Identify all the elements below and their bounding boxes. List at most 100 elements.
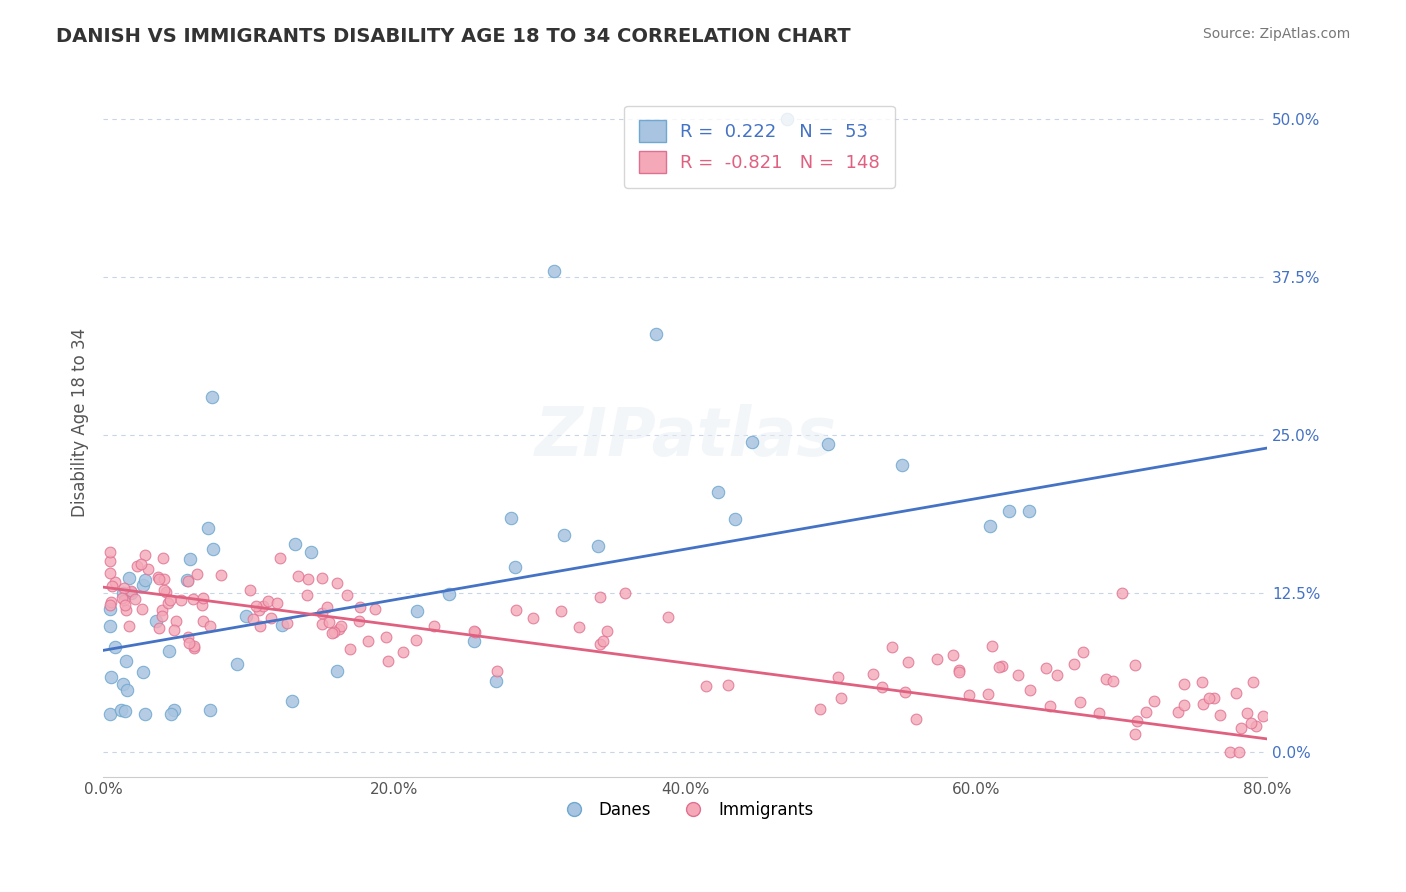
- Point: [808, 702, 831, 716]
- Point: [1039, 699, 1062, 714]
- Point: [335, 588, 357, 602]
- Point: [724, 511, 747, 525]
- Point: [1229, 745, 1251, 759]
- Point: [1018, 682, 1040, 697]
- Y-axis label: Disability Age 18 to 34: Disability Age 18 to 34: [72, 328, 89, 517]
- Text: ZIPatlas: ZIPatlas: [534, 404, 837, 470]
- Point: [645, 327, 668, 342]
- Point: [463, 624, 485, 638]
- Point: [252, 599, 274, 614]
- Point: [152, 582, 174, 597]
- Point: [326, 664, 349, 678]
- Point: [100, 598, 122, 612]
- Point: [100, 706, 122, 721]
- Point: [114, 598, 136, 612]
- Point: [120, 586, 142, 600]
- Point: [1095, 672, 1118, 686]
- Point: [897, 655, 920, 669]
- Point: [499, 510, 522, 524]
- Point: [1236, 706, 1258, 720]
- Point: [150, 603, 173, 617]
- Point: [374, 630, 396, 644]
- Point: [987, 660, 1010, 674]
- Point: [522, 611, 544, 625]
- Point: [349, 614, 371, 628]
- Point: [269, 551, 291, 566]
- Point: [165, 615, 187, 629]
- Point: [589, 637, 612, 651]
- Point: [145, 614, 167, 628]
- Point: [1123, 658, 1146, 673]
- Point: [948, 663, 970, 677]
- Point: [588, 540, 610, 554]
- Legend: Danes, Immigrants: Danes, Immigrants: [551, 794, 820, 825]
- Point: [150, 608, 173, 623]
- Point: [998, 504, 1021, 518]
- Point: [284, 537, 307, 551]
- Point: [588, 590, 610, 604]
- Point: [115, 654, 138, 668]
- Point: [830, 690, 852, 705]
- Point: [132, 578, 155, 592]
- Point: [1173, 698, 1195, 712]
- Point: [904, 712, 927, 726]
- Point: [170, 592, 193, 607]
- Point: [177, 630, 200, 644]
- Point: [976, 687, 998, 701]
- Point: [870, 680, 893, 694]
- Point: [553, 528, 575, 542]
- Point: [405, 633, 427, 648]
- Point: [101, 579, 124, 593]
- Point: [1209, 708, 1232, 723]
- Point: [1018, 504, 1040, 518]
- Point: [110, 703, 132, 717]
- Point: [321, 625, 343, 640]
- Point: [198, 703, 221, 717]
- Point: [1202, 691, 1225, 706]
- Point: [1101, 674, 1123, 689]
- Point: [1123, 727, 1146, 741]
- Point: [991, 658, 1014, 673]
- Point: [311, 571, 333, 585]
- Point: [100, 601, 122, 615]
- Point: [132, 665, 155, 679]
- Point: [942, 648, 965, 662]
- Point: [114, 704, 136, 718]
- Point: [1244, 718, 1267, 732]
- Point: [124, 592, 146, 607]
- Point: [377, 654, 399, 668]
- Point: [202, 542, 225, 557]
- Point: [118, 571, 141, 585]
- Point: [893, 685, 915, 699]
- Point: [115, 603, 138, 617]
- Point: [391, 645, 413, 659]
- Point: [191, 598, 214, 612]
- Point: [256, 594, 278, 608]
- Point: [439, 587, 461, 601]
- Point: [299, 545, 322, 559]
- Point: [503, 559, 526, 574]
- Point: [100, 595, 122, 609]
- Point: [193, 591, 215, 605]
- Point: [364, 602, 387, 616]
- Point: [111, 591, 134, 605]
- Point: [146, 569, 169, 583]
- Point: [193, 615, 215, 629]
- Point: [1135, 706, 1157, 720]
- Point: [817, 437, 839, 451]
- Point: [131, 558, 153, 572]
- Point: [311, 616, 333, 631]
- Point: [247, 602, 270, 616]
- Point: [1126, 714, 1149, 728]
- Point: [316, 599, 339, 614]
- Point: [281, 694, 304, 708]
- Point: [349, 600, 371, 615]
- Point: [543, 264, 565, 278]
- Point: [1035, 660, 1057, 674]
- Point: [271, 617, 294, 632]
- Point: [464, 624, 486, 639]
- Point: [287, 569, 309, 583]
- Point: [1219, 745, 1241, 759]
- Point: [276, 615, 298, 630]
- Point: [201, 390, 224, 404]
